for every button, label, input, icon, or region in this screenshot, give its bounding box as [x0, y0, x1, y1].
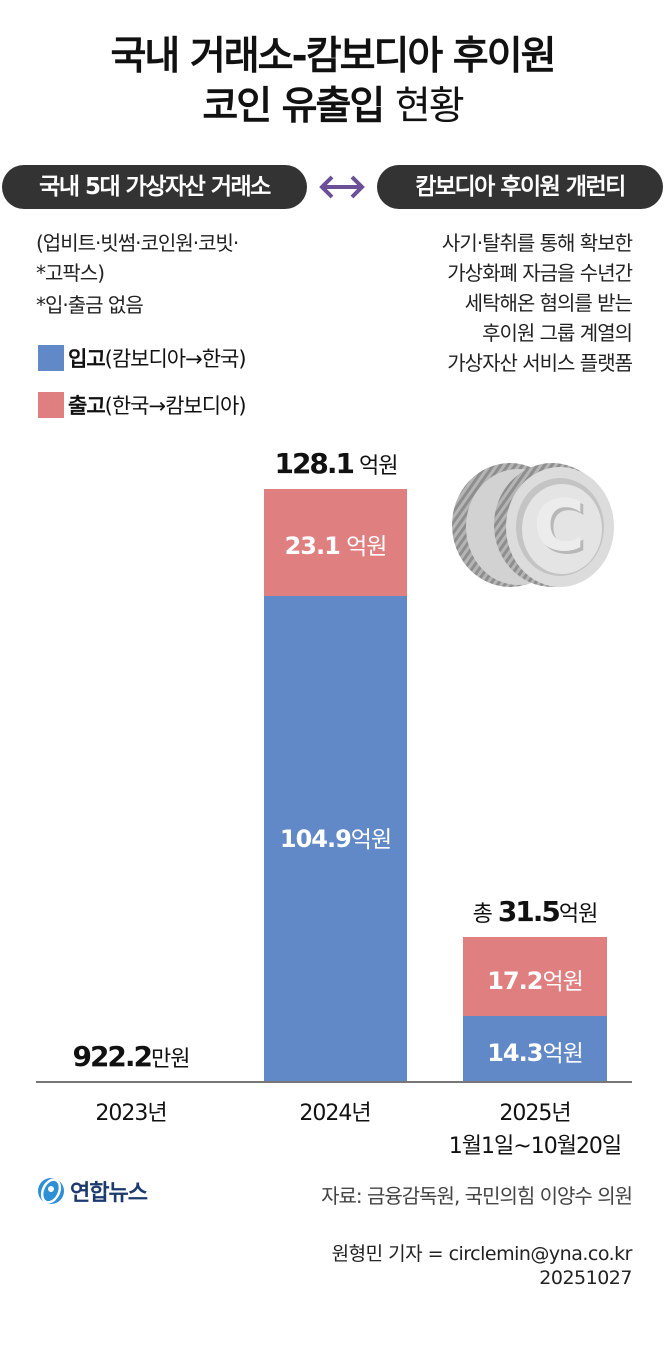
bar-2024-outflow-label: 23.1 억원 [264, 527, 407, 561]
description-line: 가상자산 서비스 플랫폼 [447, 351, 633, 375]
legend-label-bold: 입고 [68, 347, 106, 371]
svg-text:C: C [533, 485, 584, 567]
legend-label-bold: 출고 [68, 394, 106, 418]
description-line: 가상화폐 자금을 수년간 [447, 261, 633, 285]
reporter-credit: 원형민 기자 = circlemin@yna.co.kr [331, 1243, 633, 1265]
title-light-part: 현황 [394, 84, 465, 129]
legend-label-detail: (한국→캄보디아) [104, 394, 247, 418]
bar-2025-outflow-label: 17.2억원 [463, 962, 607, 996]
total-unit: 억원 [558, 902, 598, 927]
segment-value: 104.9 [279, 825, 352, 853]
exchange-list-note-line2: *고팍스) [36, 261, 105, 285]
segment-unit: 억원 [346, 534, 387, 560]
exchange-list-note-line1: (업비트·빗썸·코인원·코빗· [36, 231, 239, 255]
bar-2025-inflow: 14.3억원 [463, 1016, 607, 1082]
legend-label-detail: (캄보디아→한국) [104, 347, 247, 371]
yonhap-logo: 연합뉴스 [36, 1175, 148, 1207]
title-bold-part: 코인 유출입 [202, 84, 385, 129]
x-sublabel-2025-period: 1월1일~10월20일 [448, 1134, 622, 1159]
segment-unit: 억원 [542, 1041, 583, 1067]
data-source: 자료: 금융감독원, 국민의힘 이양수 의원 [321, 1184, 633, 1208]
bar-2025-total-label: 총 31.5억원 [430, 895, 640, 928]
legend-item-outflow: 출고 (한국→캄보디아) [38, 390, 247, 420]
no-transactions-note: *입·출금 없음 [36, 293, 144, 317]
bar-2025-outflow: 17.2억원 [463, 937, 607, 1016]
description-line: 세탁해온 혐의를 받는 [464, 291, 633, 315]
total-unit: 억원 [359, 454, 398, 479]
chart-title-line1: 국내 거래소-캄보디아 후이원 [110, 34, 557, 79]
segment-value: 14.3 [487, 1039, 543, 1067]
legend-swatch-outflow [38, 392, 64, 418]
x-label-2025: 2025년 [499, 1101, 571, 1126]
bar-2024-inflow-label: 104.9억원 [264, 820, 407, 854]
bar-2023-total-label: 922.2만원 [36, 1040, 226, 1073]
segment-unit: 억원 [542, 969, 583, 995]
svg-text:C: C [536, 488, 587, 570]
description-line: 사기·탈취를 통해 확보한 [441, 231, 633, 255]
total-value: 922.2 [72, 1040, 153, 1073]
bar-2025-inflow-label: 14.3억원 [463, 1034, 607, 1068]
huione-guarantee-pill: 캄보디아 후이원 개런티 [377, 165, 663, 209]
yonhap-logo-text: 연합뉴스 [70, 1181, 148, 1206]
total-unit: 만원 [151, 1047, 190, 1072]
publish-date: 20251027 [539, 1267, 632, 1289]
description-line: 후이원 그룹 계열의 [482, 321, 633, 345]
legend-item-inflow: 입고 (캄보디아→한국) [38, 343, 247, 373]
segment-value: 17.2 [487, 967, 543, 995]
chart-title-line2: 코인 유출입 현황 [0, 83, 665, 131]
segment-unit: 억원 [350, 827, 392, 853]
legend-swatch-inflow [38, 345, 64, 371]
x-axis-baseline [36, 1081, 632, 1083]
x-label-2023: 2023년 [95, 1101, 167, 1126]
segment-value: 23.1 [284, 532, 341, 560]
total-value: 128.1 [274, 447, 355, 480]
left-right-arrow-icon [319, 175, 365, 199]
total-prefix: 총 [472, 902, 493, 927]
domestic-exchanges-pill: 국내 5대 가상자산 거래소 [2, 165, 307, 209]
bar-2024-total-label: 128.1 억원 [230, 447, 442, 480]
huione-description: 사기·탈취를 통해 확보한 가상화폐 자금을 수년간 세탁해온 혐의를 받는 후… [312, 228, 633, 378]
bar-2024-outflow: 23.1 억원 [264, 489, 407, 596]
total-value: 31.5 [497, 895, 561, 928]
bar-2024-inflow: 104.9억원 [264, 596, 407, 1082]
x-label-2024: 2024년 [299, 1101, 371, 1126]
yonhap-globe-icon [38, 1178, 64, 1204]
coins-icon: C C [452, 463, 614, 587]
